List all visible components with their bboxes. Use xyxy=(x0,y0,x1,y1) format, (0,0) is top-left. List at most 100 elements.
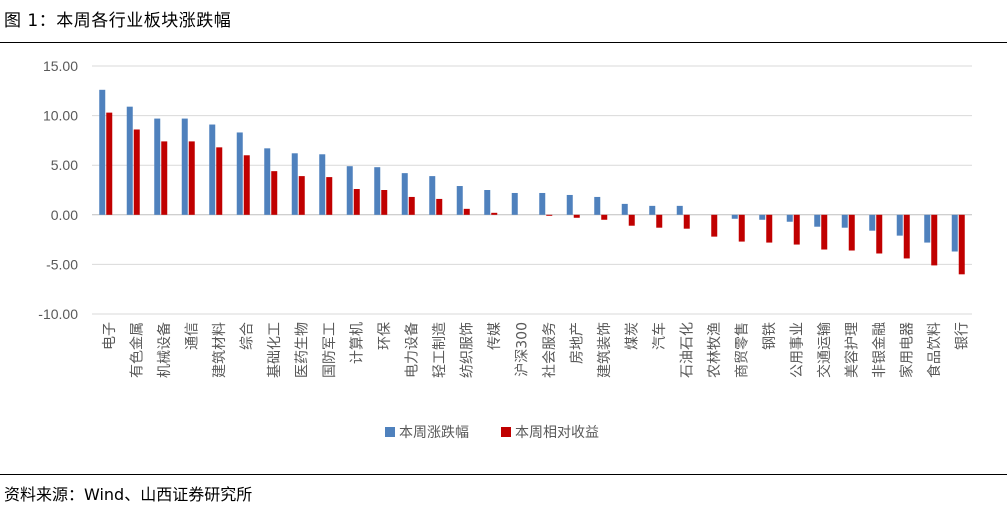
bar-relative-return xyxy=(133,129,140,215)
x-category-label: 家用电器 xyxy=(898,322,915,378)
bar-relative-return xyxy=(683,214,690,229)
x-category-label: 非银金融 xyxy=(872,322,888,378)
bar-relative-return xyxy=(903,214,910,259)
x-category-label: 美容护理 xyxy=(843,322,860,378)
bar-weekly-change xyxy=(181,118,188,215)
bar-weekly-change xyxy=(401,173,408,215)
bar-weekly-change xyxy=(484,190,491,215)
bar-relative-return xyxy=(601,214,608,220)
x-category-label: 银行 xyxy=(954,322,970,350)
bar-weekly-change xyxy=(594,196,601,215)
bar-chart: 15.00 10.00 5.00 0.00 -5.00 -10.00 电子 有色金属 机械设备… xyxy=(38,58,972,441)
legend-swatch xyxy=(501,427,511,437)
y-tick-label: 15.00 xyxy=(43,58,78,74)
bar-weekly-change xyxy=(99,89,106,215)
x-category-label: 建筑材料 xyxy=(212,322,228,378)
bar-relative-return xyxy=(436,198,443,215)
x-category-label: 传媒 xyxy=(487,322,503,350)
bar-relative-return xyxy=(188,141,195,215)
bar-relative-return xyxy=(491,212,498,215)
bar-weekly-change xyxy=(869,214,876,231)
legend-label: 本周涨跌幅 xyxy=(399,425,469,441)
top-rule xyxy=(0,42,1007,43)
bar-relative-return xyxy=(738,214,745,242)
x-category-label: 建筑装饰 xyxy=(597,322,613,378)
bar-weekly-change xyxy=(209,124,216,215)
x-category-label: 商贸零售 xyxy=(734,322,750,378)
bar-weekly-change xyxy=(951,214,958,252)
x-category-label: 农林牧渔 xyxy=(707,322,723,378)
x-category-label: 轻工制造 xyxy=(432,322,448,378)
x-category-label: 钢铁 xyxy=(762,322,778,350)
x-category-label: 汽车 xyxy=(651,322,668,350)
bar-weekly-change xyxy=(291,153,298,215)
bar-relative-return xyxy=(298,176,305,215)
bar-relative-return xyxy=(848,214,855,251)
bar-weekly-change xyxy=(429,176,436,215)
bar-relative-return xyxy=(876,214,883,254)
bar-relative-return xyxy=(243,155,250,215)
x-category-label: 有色金属 xyxy=(128,322,145,378)
bottom-rule xyxy=(0,474,1007,475)
y-tick-label: 0.00 xyxy=(51,207,78,223)
bar-relative-return xyxy=(628,214,635,226)
bar-weekly-change xyxy=(264,148,271,215)
bar-weekly-change xyxy=(456,186,463,215)
x-category-label: 纺织服饰 xyxy=(459,322,475,378)
x-category-label: 基础化工 xyxy=(266,322,283,378)
bar-weekly-change xyxy=(621,203,628,215)
y-tick-label: -5.00 xyxy=(46,256,78,272)
source-note: 资料来源：Wind、山西证券研究所 xyxy=(4,485,253,504)
bar-relative-return xyxy=(656,214,663,228)
bar-relative-return xyxy=(546,214,553,216)
y-tick-label: -10.00 xyxy=(38,306,78,322)
figure-title: 图 1：本周各行业板块涨跌幅 xyxy=(4,11,232,31)
bar-relative-return xyxy=(216,147,223,215)
x-category-label: 石油石化 xyxy=(679,322,695,378)
x-category-label: 医药生物 xyxy=(294,322,310,378)
x-category-label: 机械设备 xyxy=(156,322,173,378)
x-category-label: 环保 xyxy=(377,322,393,350)
bar-relative-return xyxy=(408,196,415,215)
bar-relative-return xyxy=(793,214,800,245)
x-category-label: 通信 xyxy=(184,322,200,350)
bar-weekly-change xyxy=(374,167,381,215)
bar-relative-return xyxy=(106,112,113,215)
x-category-label: 食品饮料 xyxy=(926,322,943,378)
legend-label: 本周相对收益 xyxy=(515,425,599,441)
bar-weekly-change xyxy=(566,194,573,215)
bar-relative-return xyxy=(326,177,333,215)
x-category-label: 电力设备 xyxy=(403,322,420,378)
bar-weekly-change xyxy=(924,214,931,243)
x-axis-category-labels: 电子 有色金属 机械设备 通信 建筑材料 综合 基础化工 医药生物 国防军工 计算机 环保 电力设备轻… xyxy=(102,322,971,378)
bar-weekly-change xyxy=(814,214,821,227)
x-category-label: 国防军工 xyxy=(322,322,338,378)
x-category-label: 沪深300 xyxy=(514,322,530,377)
bar-weekly-change xyxy=(649,205,656,215)
bar-relative-return xyxy=(381,190,388,215)
bars xyxy=(99,89,965,275)
bar-relative-return xyxy=(161,141,168,215)
y-tick-label: 10.00 xyxy=(43,108,78,124)
bar-relative-return xyxy=(958,214,965,275)
gridlines xyxy=(92,65,972,315)
bar-weekly-change xyxy=(236,132,243,215)
bar-relative-return xyxy=(711,214,718,237)
x-category-label: 计算机 xyxy=(349,322,365,364)
bar-weekly-change xyxy=(346,166,353,215)
bar-weekly-change xyxy=(786,214,793,222)
x-category-label: 电子 xyxy=(102,322,118,350)
x-category-label: 社会服务 xyxy=(542,322,558,378)
x-category-label: 交通运输 xyxy=(816,322,833,378)
x-category-label: 公用事业 xyxy=(789,322,805,378)
bar-weekly-change xyxy=(511,192,518,215)
bar-weekly-change xyxy=(731,214,738,219)
bar-weekly-change xyxy=(539,192,546,215)
bar-weekly-change xyxy=(759,214,766,220)
legend-swatch xyxy=(385,427,395,437)
x-category-label: 房地产 xyxy=(569,322,585,364)
bar-relative-return xyxy=(573,214,580,218)
bar-weekly-change xyxy=(676,205,683,215)
bar-weekly-change xyxy=(126,106,133,215)
bar-weekly-change xyxy=(319,154,326,215)
